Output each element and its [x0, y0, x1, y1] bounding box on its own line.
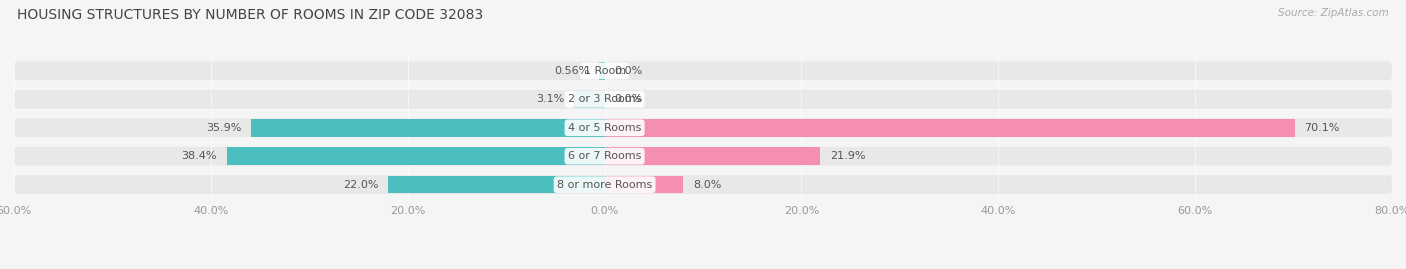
Text: 0.0%: 0.0%: [614, 94, 643, 104]
Bar: [605, 119, 1295, 137]
Bar: [599, 62, 605, 80]
Bar: [226, 147, 605, 165]
Bar: [252, 119, 605, 137]
Bar: [388, 176, 605, 193]
FancyBboxPatch shape: [14, 175, 1392, 194]
Text: 70.1%: 70.1%: [1305, 123, 1340, 133]
Text: 38.4%: 38.4%: [181, 151, 217, 161]
Bar: [605, 147, 820, 165]
Text: 8 or more Rooms: 8 or more Rooms: [557, 180, 652, 190]
Text: 3.1%: 3.1%: [536, 94, 564, 104]
Text: 8.0%: 8.0%: [693, 180, 721, 190]
Text: 35.9%: 35.9%: [207, 123, 242, 133]
Text: 22.0%: 22.0%: [343, 180, 378, 190]
Text: 6 or 7 Rooms: 6 or 7 Rooms: [568, 151, 641, 161]
FancyBboxPatch shape: [14, 118, 1392, 137]
Text: 1 Room: 1 Room: [583, 66, 626, 76]
FancyBboxPatch shape: [14, 90, 1392, 109]
Bar: [605, 176, 683, 193]
Text: 0.56%: 0.56%: [554, 66, 589, 76]
FancyBboxPatch shape: [14, 62, 1392, 80]
Text: 2 or 3 Rooms: 2 or 3 Rooms: [568, 94, 641, 104]
Text: 21.9%: 21.9%: [830, 151, 866, 161]
FancyBboxPatch shape: [14, 147, 1392, 166]
Text: HOUSING STRUCTURES BY NUMBER OF ROOMS IN ZIP CODE 32083: HOUSING STRUCTURES BY NUMBER OF ROOMS IN…: [17, 8, 484, 22]
Text: 4 or 5 Rooms: 4 or 5 Rooms: [568, 123, 641, 133]
Text: 0.0%: 0.0%: [614, 66, 643, 76]
Text: Source: ZipAtlas.com: Source: ZipAtlas.com: [1278, 8, 1389, 18]
Bar: [574, 90, 605, 108]
